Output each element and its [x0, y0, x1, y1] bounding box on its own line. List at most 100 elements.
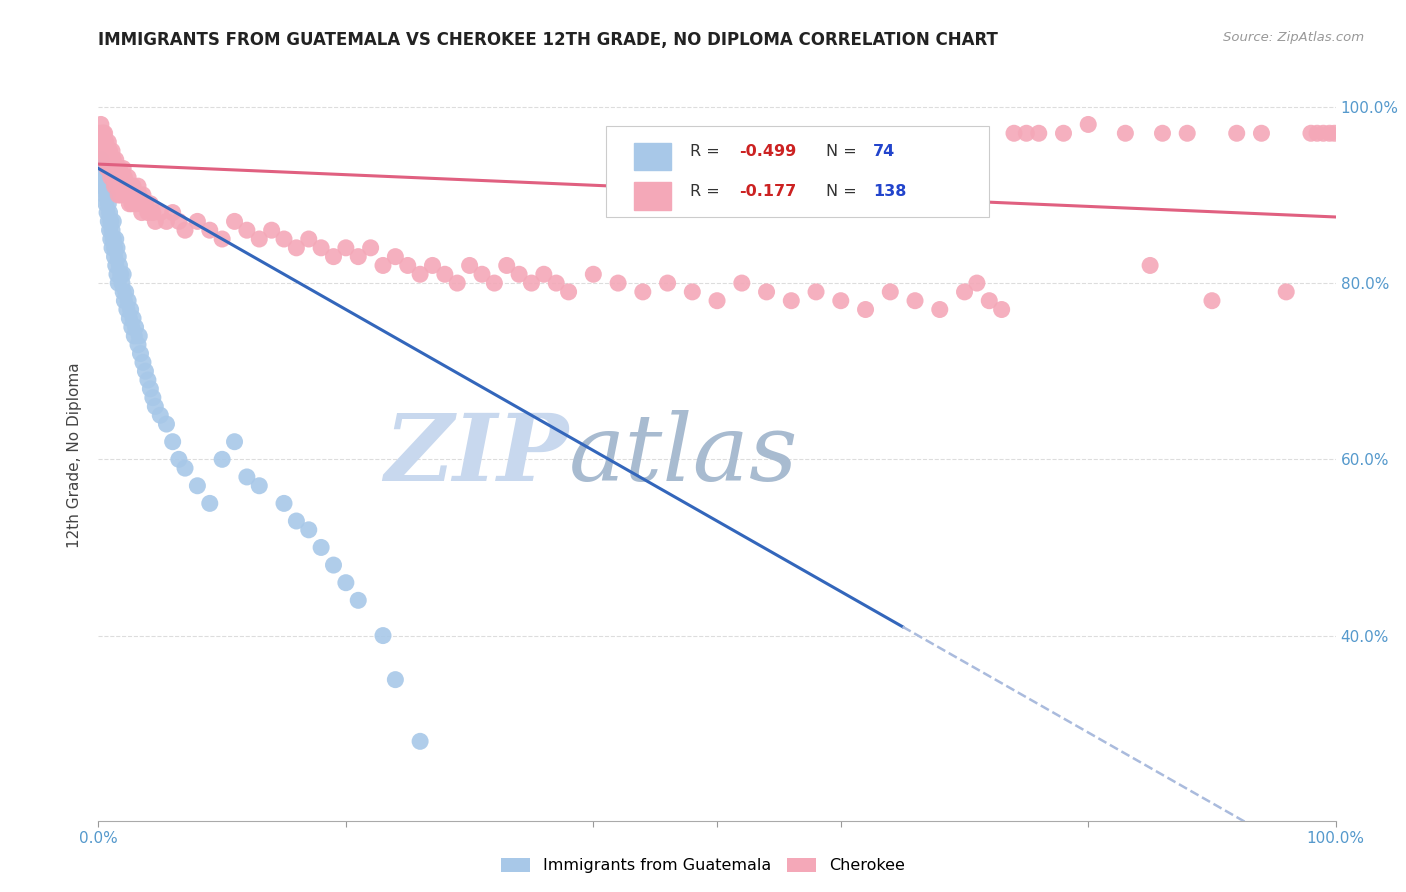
Point — [91, 126, 114, 140]
Point — [335, 241, 357, 255]
Point — [121, 320, 143, 334]
Point — [830, 293, 852, 308]
Point — [409, 734, 432, 748]
Point — [162, 434, 184, 449]
Point — [1002, 126, 1025, 140]
Point — [103, 241, 125, 255]
Text: 74: 74 — [873, 145, 896, 159]
Point — [96, 144, 118, 158]
Point — [107, 188, 129, 202]
Point — [101, 144, 124, 158]
Point — [533, 267, 555, 281]
Point — [98, 223, 121, 237]
Point — [1226, 126, 1249, 140]
Point — [136, 373, 159, 387]
Point — [731, 276, 754, 290]
Point — [1201, 293, 1223, 308]
Point — [128, 329, 150, 343]
Point — [105, 267, 128, 281]
Point — [309, 241, 332, 255]
Point — [471, 267, 494, 281]
Text: 138: 138 — [873, 184, 907, 199]
Point — [97, 135, 120, 149]
Point — [309, 541, 332, 555]
Point — [101, 223, 124, 237]
Point — [108, 161, 131, 176]
Point — [631, 285, 654, 299]
Point — [110, 170, 132, 185]
Point — [371, 259, 394, 273]
Point — [132, 355, 155, 369]
Point — [114, 285, 136, 299]
Point — [110, 267, 132, 281]
Point — [136, 205, 159, 219]
Point — [108, 259, 131, 273]
Point — [285, 514, 308, 528]
Point — [236, 223, 259, 237]
Point — [93, 188, 115, 202]
Point — [94, 196, 117, 211]
Point — [104, 170, 127, 185]
Point — [1275, 285, 1298, 299]
Point — [134, 364, 156, 378]
Point — [1306, 126, 1329, 140]
Point — [98, 205, 121, 219]
Point — [89, 126, 111, 140]
Point — [155, 417, 177, 431]
Point — [904, 293, 927, 308]
Point — [122, 311, 145, 326]
Point — [103, 170, 125, 185]
Point — [93, 126, 115, 140]
Point — [127, 338, 149, 352]
Point — [93, 170, 115, 185]
Point — [298, 523, 321, 537]
Point — [94, 170, 117, 185]
Point — [433, 267, 456, 281]
Point — [115, 188, 138, 202]
Text: R =: R = — [690, 145, 724, 159]
Bar — [634, 182, 671, 210]
Point — [127, 179, 149, 194]
Point — [112, 293, 135, 308]
Point — [142, 205, 165, 219]
Point — [155, 214, 177, 228]
Point — [706, 293, 728, 308]
Legend: Immigrants from Guatemala, Cherokee: Immigrants from Guatemala, Cherokee — [495, 851, 911, 880]
Point — [298, 232, 321, 246]
Point — [93, 135, 115, 149]
Point — [118, 196, 141, 211]
Point — [108, 179, 131, 194]
Point — [879, 285, 901, 299]
FancyBboxPatch shape — [606, 126, 990, 218]
Bar — [634, 143, 671, 170]
Point — [1139, 259, 1161, 273]
Point — [1312, 126, 1334, 140]
Point — [97, 214, 120, 228]
Point — [104, 153, 127, 167]
Point — [149, 205, 172, 219]
Point — [107, 276, 129, 290]
Point — [371, 629, 394, 643]
Point — [607, 276, 630, 290]
Point — [224, 434, 246, 449]
Point — [139, 196, 162, 211]
Point — [117, 293, 139, 308]
Point — [224, 214, 246, 228]
Point — [98, 144, 121, 158]
Point — [409, 267, 432, 281]
Point — [131, 205, 153, 219]
Point — [142, 391, 165, 405]
Point — [96, 205, 118, 219]
Point — [98, 161, 121, 176]
Point — [384, 250, 406, 264]
Point — [101, 241, 124, 255]
Point — [115, 302, 138, 317]
Point — [122, 179, 145, 194]
Point — [117, 170, 139, 185]
Point — [120, 302, 142, 317]
Point — [780, 293, 803, 308]
Point — [96, 161, 118, 176]
Point — [90, 118, 112, 132]
Point — [198, 496, 221, 510]
Point — [347, 593, 370, 607]
